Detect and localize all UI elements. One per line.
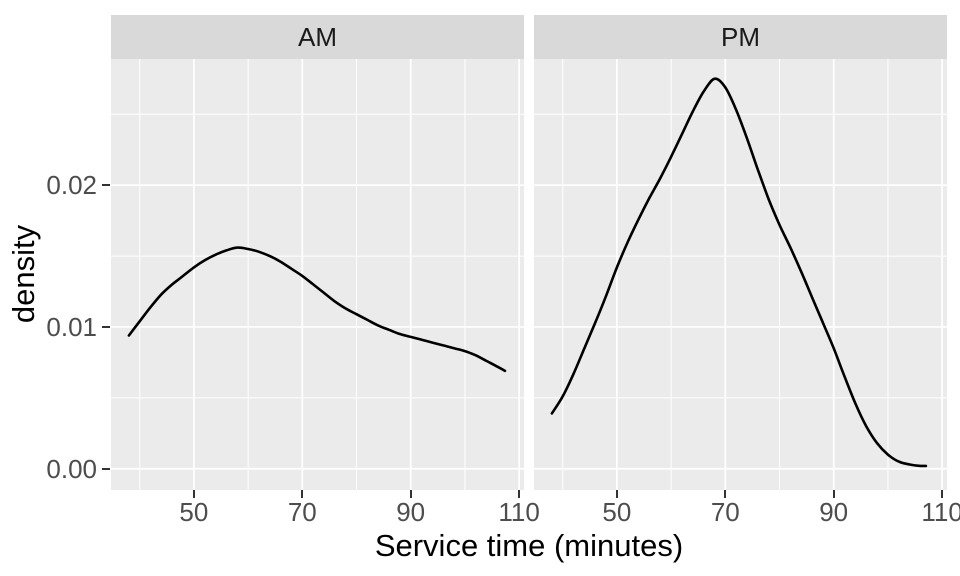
panel-am	[111, 59, 524, 490]
y-tick-label: 0.00	[46, 453, 97, 484]
y-axis-title: density	[6, 224, 41, 324]
y-tick-mark	[102, 326, 110, 328]
x-tick-label: 50	[179, 497, 209, 527]
x-axis-title: Service time (minutes)	[374, 528, 684, 563]
x-tick-label: 90	[819, 497, 849, 527]
x-tick-mark	[615, 490, 618, 498]
facet-strip-am: AM	[111, 15, 524, 59]
x-tick-label: 90	[396, 497, 426, 527]
x-tick-label: 110	[498, 497, 540, 527]
x-tick-label: 70	[710, 497, 740, 527]
x-tick-mark	[301, 490, 304, 498]
density-curve-pm	[550, 77, 928, 468]
x-tick-mark	[941, 490, 944, 498]
y-tick-label: 0.02	[46, 170, 97, 201]
x-tick-label: 50	[602, 497, 632, 527]
density-curve-am	[127, 246, 507, 373]
x-tick-label: 110	[921, 497, 960, 527]
x-tick-label: 70	[287, 497, 317, 527]
x-tick-mark	[409, 490, 412, 498]
panel-canvas-am	[111, 59, 524, 490]
y-tick-label: 0.01	[46, 312, 97, 342]
x-tick-mark	[832, 490, 835, 498]
x-tick-mark	[192, 490, 195, 498]
y-tick-mark	[102, 467, 110, 470]
facet-strip-pm: PM	[534, 15, 947, 59]
x-tick-mark	[518, 490, 521, 498]
panel-pm	[534, 59, 947, 490]
panel-canvas-pm	[534, 59, 947, 490]
x-tick-mark	[724, 490, 727, 498]
y-tick-mark	[102, 184, 110, 187]
